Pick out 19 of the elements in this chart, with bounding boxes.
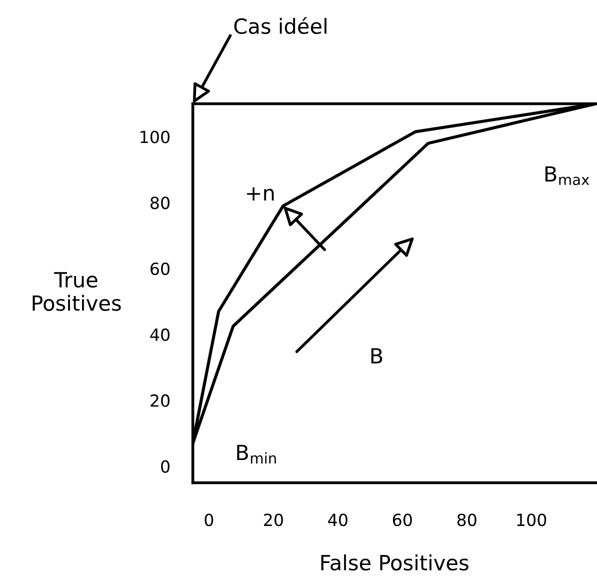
x-tick-label: 60	[392, 514, 412, 526]
annotation: B	[371, 348, 382, 364]
annotation: +n	[247, 187, 274, 200]
x-axis-title: False Positives	[321, 554, 468, 571]
x-tick-label: 20	[264, 514, 283, 526]
x-tick-label: 0	[204, 514, 214, 526]
y-tick-label: 100	[140, 130, 170, 144]
y-tick-label: 80	[150, 196, 170, 210]
text: Cas idéel	[234, 17, 326, 34]
y-tick-label: 0	[161, 460, 170, 473]
x-tick-label: 40	[328, 514, 348, 526]
annotation: B$_{min}$	[237, 444, 276, 464]
x-tick-label: 80	[457, 514, 476, 526]
y-tick-label: 20	[150, 394, 170, 407]
x-tick-label: 100	[517, 514, 546, 526]
annotation: B$_{max}$	[545, 166, 590, 186]
y-axis-title: True Positives	[32, 272, 121, 311]
y-tick-label: 60	[150, 262, 170, 276]
y-tick-label: 40	[150, 328, 170, 342]
